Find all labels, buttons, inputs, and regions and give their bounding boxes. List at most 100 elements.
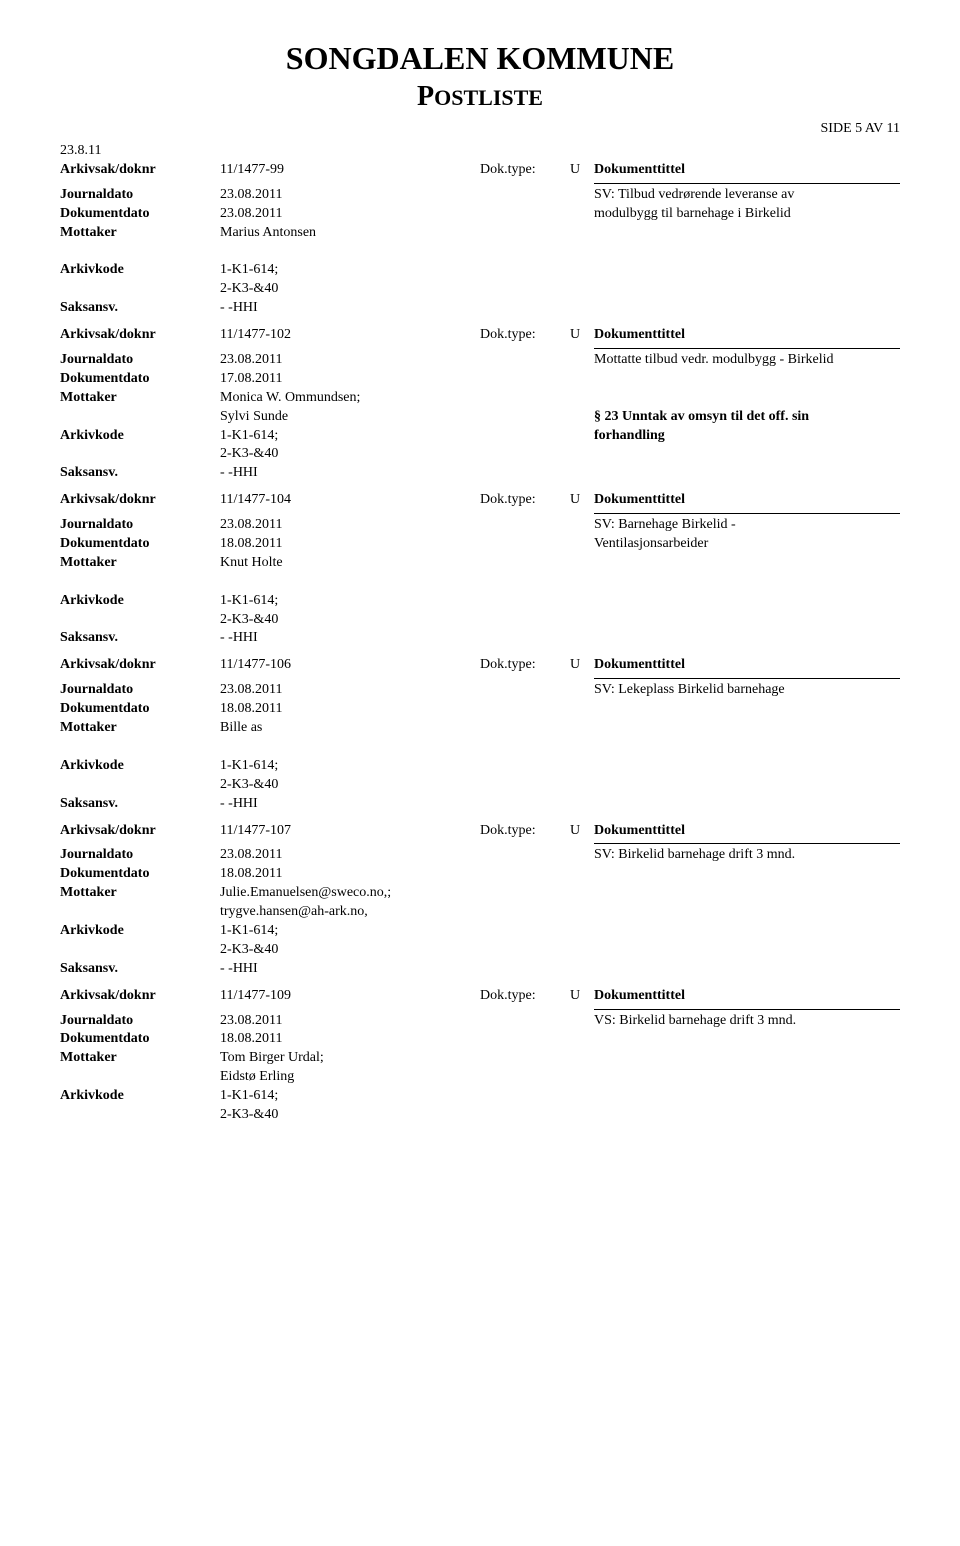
row-arkivsak: Arkivsak/doknr11/1477-109Dok.type:UDokum…	[60, 987, 900, 1012]
row: Saksansv.- -HHI	[60, 629, 900, 648]
label-doktype: Dok.type:	[480, 161, 570, 180]
label-arkivkode: Arkivkode	[60, 427, 220, 446]
row: MottakerTom Birger Urdal;	[60, 1049, 900, 1068]
value-arkivkode-cont: 2-K3-&40	[220, 776, 480, 795]
dokumenttittel-block: Dokumenttittel	[594, 491, 900, 516]
value-journaldato: 23.08.2011	[220, 516, 480, 535]
row: 2-K3-&40	[60, 445, 900, 464]
value-journaldato: 23.08.2011	[220, 1012, 480, 1031]
row: Saksansv.- -HHI	[60, 960, 900, 979]
record: Arkivsak/doknr11/1477-109Dok.type:UDokum…	[60, 987, 900, 1125]
label-journaldato: Journaldato	[60, 516, 220, 535]
row: MottakerBille as	[60, 719, 900, 738]
row: MottakerKnut Holte	[60, 554, 900, 573]
header-title: SONGDALEN KOMMUNE	[60, 40, 900, 77]
value-doktype: U	[570, 656, 594, 675]
header-subtitle: POSTLISTE	[60, 81, 900, 113]
tittel-line: VS: Birkelid barnehage drift 3 mnd.	[594, 1012, 900, 1031]
row: Saksansv.- -HHI	[60, 464, 900, 483]
label-dokumenttittel: Dokumenttittel	[594, 822, 900, 841]
value-mottaker: Bille as	[220, 719, 480, 738]
value-mottaker: Julie.Emanuelsen@sweco.no,;	[220, 884, 480, 903]
underline	[594, 512, 900, 514]
label-saksansv: Saksansv.	[60, 464, 220, 483]
value-saksansv: - -HHI	[220, 464, 480, 483]
label-arkivkode: Arkivkode	[60, 922, 220, 941]
label-dokumenttittel: Dokumenttittel	[594, 161, 900, 180]
row: Journaldato23.08.2011Mottatte tilbud ved…	[60, 351, 900, 370]
label-journaldato: Journaldato	[60, 351, 220, 370]
tittel-line: Ventilasjonsarbeider	[594, 535, 900, 554]
row	[60, 243, 900, 262]
row-arkivsak: Arkivsak/doknr11/1477-107Dok.type:UDokum…	[60, 822, 900, 847]
value-arkivkode-cont: 2-K3-&40	[220, 1106, 480, 1125]
value-journaldato: 23.08.2011	[220, 846, 480, 865]
record: Arkivsak/doknr11/1477-99Dok.type:UDokume…	[60, 161, 900, 318]
dokumenttittel-block: Dokumenttittel	[594, 656, 900, 681]
value-arkivkode: 1-K1-614;	[220, 757, 480, 776]
label-dokumentdato: Dokumentdato	[60, 700, 220, 719]
label-mottaker: Mottaker	[60, 389, 220, 408]
row: Saksansv.- -HHI	[60, 299, 900, 318]
tittel-line: Mottatte tilbud vedr. modulbygg - Birkel…	[594, 351, 900, 370]
tittel-line: SV: Tilbud vedrørende leveranse av	[594, 186, 900, 205]
row	[60, 738, 900, 757]
value-doktype: U	[570, 987, 594, 1006]
value-journaldato: 23.08.2011	[220, 186, 480, 205]
label-journaldato: Journaldato	[60, 1012, 220, 1031]
value-arkivkode: 1-K1-614;	[220, 427, 480, 446]
value-arkivsak: 11/1477-109	[220, 987, 480, 1006]
value-mottaker: Monica W. Ommundsen;	[220, 389, 480, 408]
record: Arkivsak/doknr11/1477-107Dok.type:UDokum…	[60, 822, 900, 979]
label-doktype: Dok.type:	[480, 987, 570, 1006]
label-mottaker: Mottaker	[60, 719, 220, 738]
row: Journaldato23.08.2011SV: Birkelid barneh…	[60, 846, 900, 865]
value-arkivkode: 1-K1-614;	[220, 261, 480, 280]
label-saksansv: Saksansv.	[60, 629, 220, 648]
value-dokumentdato: 17.08.2011	[220, 370, 480, 389]
label-doktype: Dok.type:	[480, 822, 570, 841]
value-mottaker-cont: Sylvi Sunde	[220, 408, 480, 427]
label-dokumentdato: Dokumentdato	[60, 205, 220, 224]
row: Journaldato23.08.2011SV: Lekeplass Birke…	[60, 681, 900, 700]
row-arkivsak: Arkivsak/doknr11/1477-102Dok.type:UDokum…	[60, 326, 900, 351]
dokumenttittel-block: Dokumenttittel	[594, 326, 900, 351]
value-dokumentdato: 18.08.2011	[220, 865, 480, 884]
row: Dokumentdato23.08.2011modulbygg til barn…	[60, 205, 900, 224]
value-saksansv: - -HHI	[220, 299, 480, 318]
label-arkivsak: Arkivsak/doknr	[60, 326, 220, 345]
row: Journaldato23.08.2011SV: Barnehage Birke…	[60, 516, 900, 535]
label-dokumenttittel: Dokumenttittel	[594, 656, 900, 675]
label-journaldato: Journaldato	[60, 681, 220, 700]
value-mottaker: Marius Antonsen	[220, 224, 480, 243]
extra-line: § 23 Unntak av omsyn til det off. sin	[594, 408, 900, 427]
dokumenttittel-block: Dokumenttittel	[594, 987, 900, 1012]
underline	[594, 182, 900, 184]
row: Dokumentdato18.08.2011	[60, 700, 900, 719]
row: Dokumentdato18.08.2011Ventilasjonsarbeid…	[60, 535, 900, 554]
value-saksansv: - -HHI	[220, 629, 480, 648]
value-arkivsak: 11/1477-104	[220, 491, 480, 510]
value-mottaker: Knut Holte	[220, 554, 480, 573]
value-mottaker-cont: trygve.hansen@ah-ark.no,	[220, 903, 480, 922]
underline	[594, 842, 900, 844]
row: Arkivkode1-K1-614;	[60, 1087, 900, 1106]
row: Arkivkode1-K1-614;	[60, 592, 900, 611]
label-dokumenttittel: Dokumenttittel	[594, 326, 900, 345]
label-arkivkode: Arkivkode	[60, 1087, 220, 1106]
extra-line: forhandling	[594, 427, 900, 446]
value-arkivsak: 11/1477-107	[220, 822, 480, 841]
row: MottakerMonica W. Ommundsen;	[60, 389, 900, 408]
label-arkivkode: Arkivkode	[60, 261, 220, 280]
row: Saksansv.- -HHI	[60, 795, 900, 814]
label-arkivsak: Arkivsak/doknr	[60, 656, 220, 675]
row-arkivsak: Arkivsak/doknr11/1477-104Dok.type:UDokum…	[60, 491, 900, 516]
row: Arkivkode1-K1-614;	[60, 261, 900, 280]
row: Arkivkode1-K1-614;	[60, 922, 900, 941]
tittel-line: SV: Birkelid barnehage drift 3 mnd.	[594, 846, 900, 865]
row: Dokumentdato18.08.2011	[60, 865, 900, 884]
label-mottaker: Mottaker	[60, 554, 220, 573]
label-dokumentdato: Dokumentdato	[60, 865, 220, 884]
value-arkivkode: 1-K1-614;	[220, 1087, 480, 1106]
row: 2-K3-&40	[60, 1106, 900, 1125]
